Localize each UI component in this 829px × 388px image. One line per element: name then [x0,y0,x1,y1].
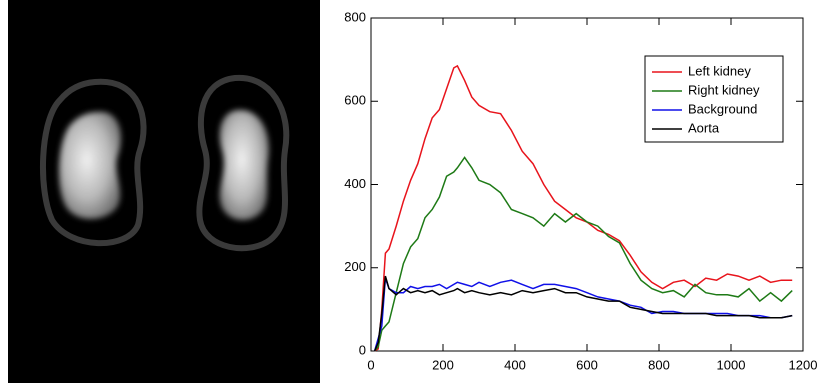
legend: Left kidney Right kidney Background Aorta [645,56,783,142]
y-tick-label: 200 [344,259,366,274]
y-tick-label: 600 [344,93,366,108]
series-line [375,157,793,351]
legend-label: Aorta [688,120,720,135]
kidney-scan [8,0,320,383]
x-tick-label: 0 [367,357,374,372]
x-tick-label: 400 [504,357,526,372]
legend-label: Right kidney [688,82,760,97]
x-tick-label: 200 [432,357,454,372]
x-tick-label: 800 [648,357,670,372]
x-tick-label: 1200 [789,357,818,372]
x-tick-label: 1000 [717,357,746,372]
y-tick-label: 800 [344,9,366,24]
legend-label: Left kidney [688,63,751,78]
y-tick-label: 400 [344,176,366,191]
series-line [375,278,793,351]
y-tick-label: 0 [359,342,366,357]
x-tick-label: 600 [576,357,598,372]
legend-label: Background [688,101,757,116]
figure: Left kidney Right kidney Background Aorta 0… [0,0,829,383]
